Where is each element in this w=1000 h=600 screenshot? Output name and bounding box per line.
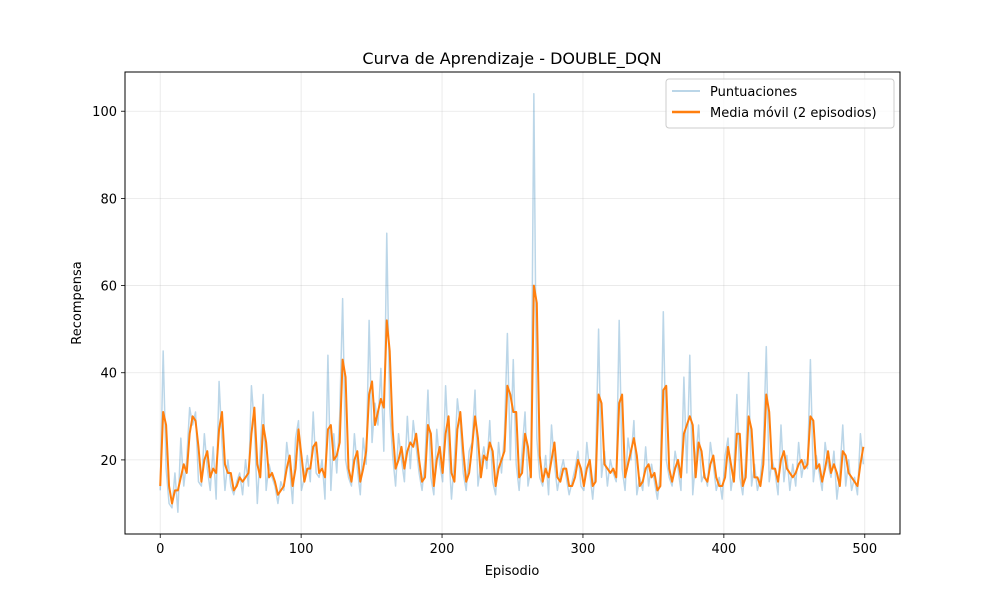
series-line-puntuaciones [159, 93, 865, 513]
y-axis-label: Recompensa [70, 261, 85, 344]
y-tick-label: 100 [92, 105, 117, 120]
y-axis-ticks: 20 40 60 80 100 [92, 105, 125, 469]
x-axis-label: Episodio [485, 564, 540, 579]
x-tick-label: 200 [430, 542, 455, 557]
legend: Puntuaciones Media móvil (2 episodios) [665, 78, 895, 129]
y-tick-label: 40 [100, 367, 117, 382]
y-tick-label: 80 [100, 192, 117, 207]
legend-box [665, 78, 895, 129]
y-tick-label: 20 [100, 454, 117, 469]
legend-label-puntuaciones: Puntuaciones [710, 85, 797, 100]
legend-label-media-movil: Media móvil (2 episodios) [710, 106, 877, 121]
y-tick-label: 60 [100, 280, 117, 295]
series-layer [159, 93, 865, 513]
x-axis-ticks: 0 100 200 300 400 500 [156, 534, 877, 557]
grid-lines [125, 72, 900, 534]
x-tick-label: 400 [711, 542, 736, 557]
x-tick-label: 0 [156, 542, 164, 557]
x-tick-label: 500 [852, 542, 877, 557]
plot-frame [124, 71, 901, 535]
x-tick-label: 300 [571, 542, 596, 557]
series-line-media-movil [159, 284, 865, 505]
chart-title: Curva de Aprendizaje - DOUBLE_DQN [362, 49, 661, 69]
x-tick-label: 100 [289, 542, 314, 557]
